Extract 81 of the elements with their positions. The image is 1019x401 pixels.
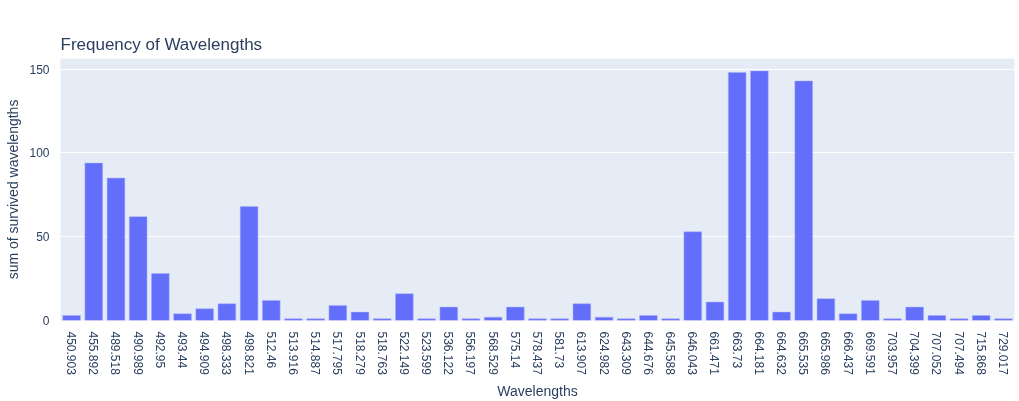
y-tick-label: 150 [29, 62, 50, 77]
x-tick-label: 575.14 [507, 331, 522, 369]
bar [750, 70, 769, 321]
chart-title: Frequency of Wavelengths [60, 34, 263, 54]
bar [84, 162, 103, 321]
bar [439, 306, 458, 321]
y-tick-label: 100 [29, 146, 50, 161]
x-tick-label: 664.632 [774, 331, 789, 376]
x-tick-label: 536.122 [441, 331, 456, 376]
x-tick-label: 489.518 [108, 331, 123, 376]
x-tick-label: 492.95 [152, 331, 167, 369]
bar [794, 80, 813, 321]
bar [728, 72, 747, 321]
x-tick-label: 703.957 [884, 331, 899, 376]
x-tick-label: 704.399 [907, 331, 922, 376]
x-tick-label: 646.043 [685, 331, 700, 376]
x-tick-label: 715.868 [973, 331, 988, 376]
bar [129, 216, 148, 321]
x-tick-label: 624.982 [596, 331, 611, 376]
x-tick-label: 666.437 [840, 331, 855, 376]
x-tick-label: 490.989 [130, 331, 145, 376]
x-tick-label: 707.494 [951, 331, 966, 376]
y-axis-title: sum of survived wavelengths [5, 99, 22, 280]
bar [195, 308, 214, 321]
x-tick-label: 664.181 [751, 331, 766, 376]
bar [972, 315, 991, 321]
x-tick-label: 663.73 [729, 331, 744, 369]
bar [861, 300, 880, 321]
bar [683, 231, 702, 321]
bar [217, 303, 237, 321]
x-tick-label: 661.471 [707, 331, 722, 376]
bar [350, 311, 370, 321]
x-tick-label: 568.529 [485, 331, 500, 376]
x-tick-label: 522.149 [396, 331, 411, 376]
y-tick-label: 0 [42, 314, 50, 328]
x-tick-label: 450.903 [64, 331, 79, 376]
bar [772, 311, 791, 321]
x-tick-label: 513.916 [285, 331, 300, 376]
x-tick-label: 707.052 [929, 331, 944, 376]
x-tick-label: 518.279 [352, 331, 367, 376]
bar [239, 206, 259, 321]
x-tick-label: 669.591 [862, 331, 877, 376]
x-tick-label: 665.535 [796, 331, 811, 376]
x-tick-label: 498.821 [241, 331, 256, 376]
x-tick-label: 613.907 [574, 331, 589, 376]
x-tick-label: 514.887 [308, 331, 323, 376]
x-tick-label: 578.437 [530, 331, 544, 376]
bar [594, 316, 614, 321]
x-tick-label: 518.763 [374, 331, 389, 376]
x-tick-label: 512.46 [263, 331, 278, 369]
x-tick-label: 517.795 [330, 331, 345, 376]
x-tick-label: 645.588 [663, 331, 678, 376]
bar [151, 273, 170, 321]
bar [927, 315, 946, 321]
bar [106, 177, 126, 321]
x-tick-label: 581.73 [552, 331, 567, 369]
x-tick-label: 643.309 [618, 331, 633, 376]
x-tick-label: 498.333 [219, 331, 234, 376]
bar [484, 316, 503, 321]
y-tick-label: 50 [36, 230, 50, 245]
bar [905, 306, 924, 321]
x-tick-label: 644.676 [640, 331, 655, 376]
x-tick-label: 493.44 [175, 331, 190, 369]
bar [572, 303, 591, 321]
bar [705, 301, 725, 321]
x-tick-label: 729.017 [995, 331, 1010, 376]
x-tick-label: 494.909 [197, 331, 212, 376]
x-tick-label: 665.986 [818, 331, 833, 376]
bar [395, 293, 414, 321]
x-tick-label: 455.892 [86, 331, 101, 376]
bar [506, 306, 525, 321]
bar [173, 313, 192, 321]
bar [328, 305, 347, 321]
bar [639, 315, 658, 321]
bar [262, 300, 281, 321]
bar [816, 298, 836, 321]
x-axis-title: Wavelengths [497, 382, 578, 399]
bar [838, 313, 858, 321]
bar [62, 315, 81, 321]
x-tick-label: 523.599 [419, 331, 434, 376]
x-tick-label: 556.197 [463, 331, 478, 376]
